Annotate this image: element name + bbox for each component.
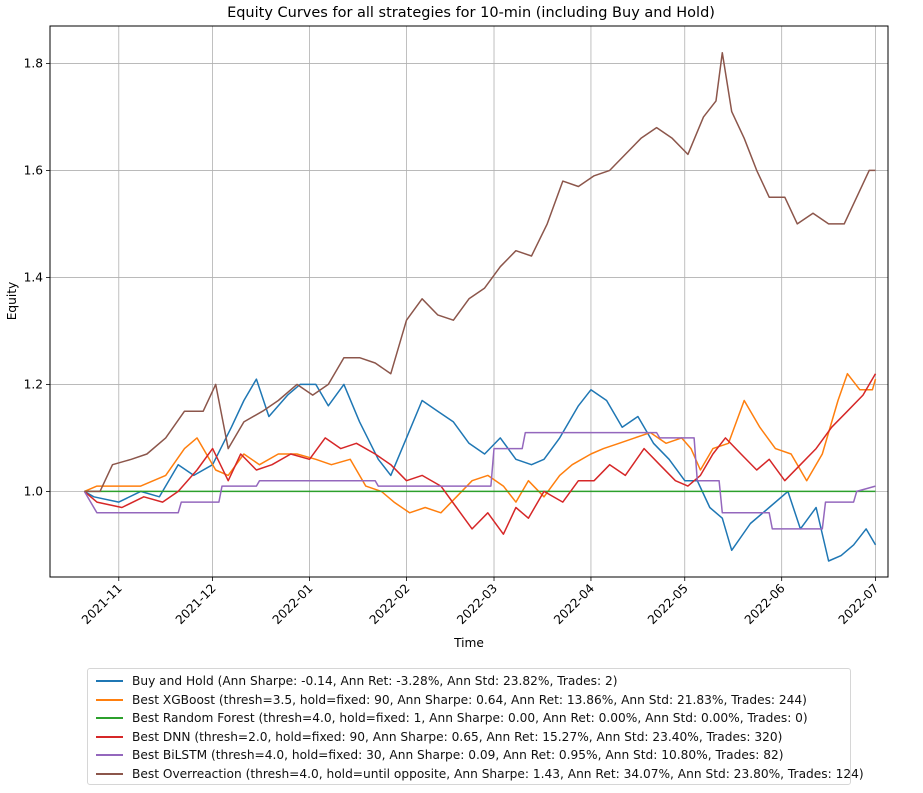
gridlines: [50, 26, 888, 577]
chart-legend: Buy and Hold (Ann Sharpe: -0.14, Ann Ret…: [87, 668, 864, 785]
y-tick-label: 1.6: [24, 163, 43, 177]
x-tick-label: 2022-06: [742, 581, 788, 627]
legend-item: Buy and Hold (Ann Sharpe: -0.14, Ann Ret…: [96, 672, 842, 691]
legend-label: Buy and Hold (Ann Sharpe: -0.14, Ann Ret…: [132, 674, 618, 689]
legend-label: Best DNN (thresh=2.0, hold=fixed: 90, An…: [132, 729, 783, 744]
equity-chart: Equity Curves for all strategies for 10-…: [5, 5, 889, 650]
y-tick-label: 1.8: [24, 56, 43, 70]
legend-label: Best BiLSTM (thresh=4.0, hold=fixed: 30,…: [132, 748, 784, 763]
x-axis-label: Time: [453, 636, 484, 650]
series-lines: [83, 51, 877, 562]
y-tick-label: 1.2: [24, 377, 43, 391]
series-line-4: [83, 373, 877, 535]
x-tick-label: 2022-07: [836, 581, 882, 627]
y-tick-label: 1.4: [24, 270, 44, 284]
legend-swatch: [96, 717, 123, 720]
x-tick-label: 2022-02: [367, 581, 413, 627]
legend-label: Best Overreaction (thresh=4.0, hold=unti…: [132, 766, 864, 781]
legend-item: Best BiLSTM (thresh=4.0, hold=fixed: 30,…: [96, 746, 842, 765]
legend-swatch: [96, 772, 123, 775]
x-tick-label: 2021-11: [79, 581, 125, 627]
legend-swatch: [96, 754, 123, 757]
series-line-6: [84, 51, 876, 493]
y-axis-label: Equity: [5, 282, 19, 321]
legend-item: Best Overreaction (thresh=4.0, hold=unti…: [96, 765, 864, 784]
legend-swatch: [96, 698, 123, 701]
legend-item: Best DNN (thresh=2.0, hold=fixed: 90, An…: [96, 728, 842, 747]
chart-title: Equity Curves for all strategies for 10-…: [227, 5, 715, 21]
series-line-1: [84, 378, 877, 562]
legend-label: Best XGBoost (thresh=3.5, hold=fixed: 90…: [132, 692, 807, 707]
x-tick-label: 2022-01: [270, 581, 316, 627]
x-tick-label: 2022-04: [551, 581, 597, 627]
x-tick-label: 2021-12: [173, 581, 219, 627]
legend-swatch: [96, 735, 123, 738]
series-line-5: [83, 431, 876, 530]
legend-item: Best Random Forest (thresh=4.0, hold=fix…: [96, 709, 842, 728]
axis-ticks: 2021-11 2021-12 2022-01 2022-02 2022-03 2022-…: [24, 56, 882, 627]
x-tick-label: 2022-03: [454, 581, 500, 627]
plot-frame: [49, 25, 889, 578]
legend-label: Best Random Forest (thresh=4.0, hold=fix…: [132, 711, 808, 726]
legend-item: Best XGBoost (thresh=3.5, hold=fixed: 90…: [96, 691, 842, 710]
legend-swatch: [96, 680, 123, 683]
x-tick-label: 2022-05: [645, 581, 691, 627]
y-tick-label: 1.0: [24, 484, 43, 498]
